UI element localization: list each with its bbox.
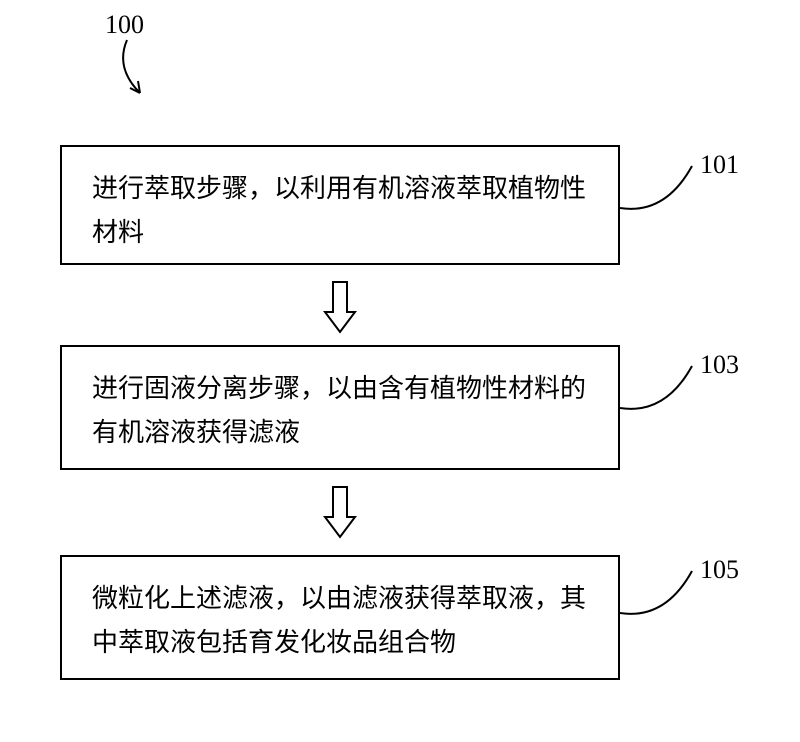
step-text-105: 微粒化上述滤液，以由滤液获得萃取液，其中萃取液包括育发化妆品组合物 xyxy=(92,584,586,657)
flowchart-canvas: 100 进行萃取步骤，以利用有机溶液萃取植物性材料 101 进行固液分离步骤，以… xyxy=(0,0,800,742)
ref-label-105: 105 xyxy=(700,555,739,585)
ref-arrow-main xyxy=(105,38,165,108)
arrow-2 xyxy=(315,485,365,540)
step-text-103: 进行固液分离步骤，以由含有植物性材料的有机溶液获得滤液 xyxy=(92,374,586,447)
step-box-105: 微粒化上述滤液，以由滤液获得萃取液，其中萃取液包括育发化妆品组合物 xyxy=(60,555,620,680)
ref-label-101: 101 xyxy=(700,150,739,180)
ref-label-103: 103 xyxy=(700,350,739,380)
step-text-101: 进行萃取步骤，以利用有机溶液萃取植物性材料 xyxy=(92,174,586,247)
arrow-1 xyxy=(315,280,365,335)
ref-label-main: 100 xyxy=(105,10,144,40)
step-box-101: 进行萃取步骤，以利用有机溶液萃取植物性材料 xyxy=(60,145,620,265)
step-box-103: 进行固液分离步骤，以由含有植物性材料的有机溶液获得滤液 xyxy=(60,345,620,470)
